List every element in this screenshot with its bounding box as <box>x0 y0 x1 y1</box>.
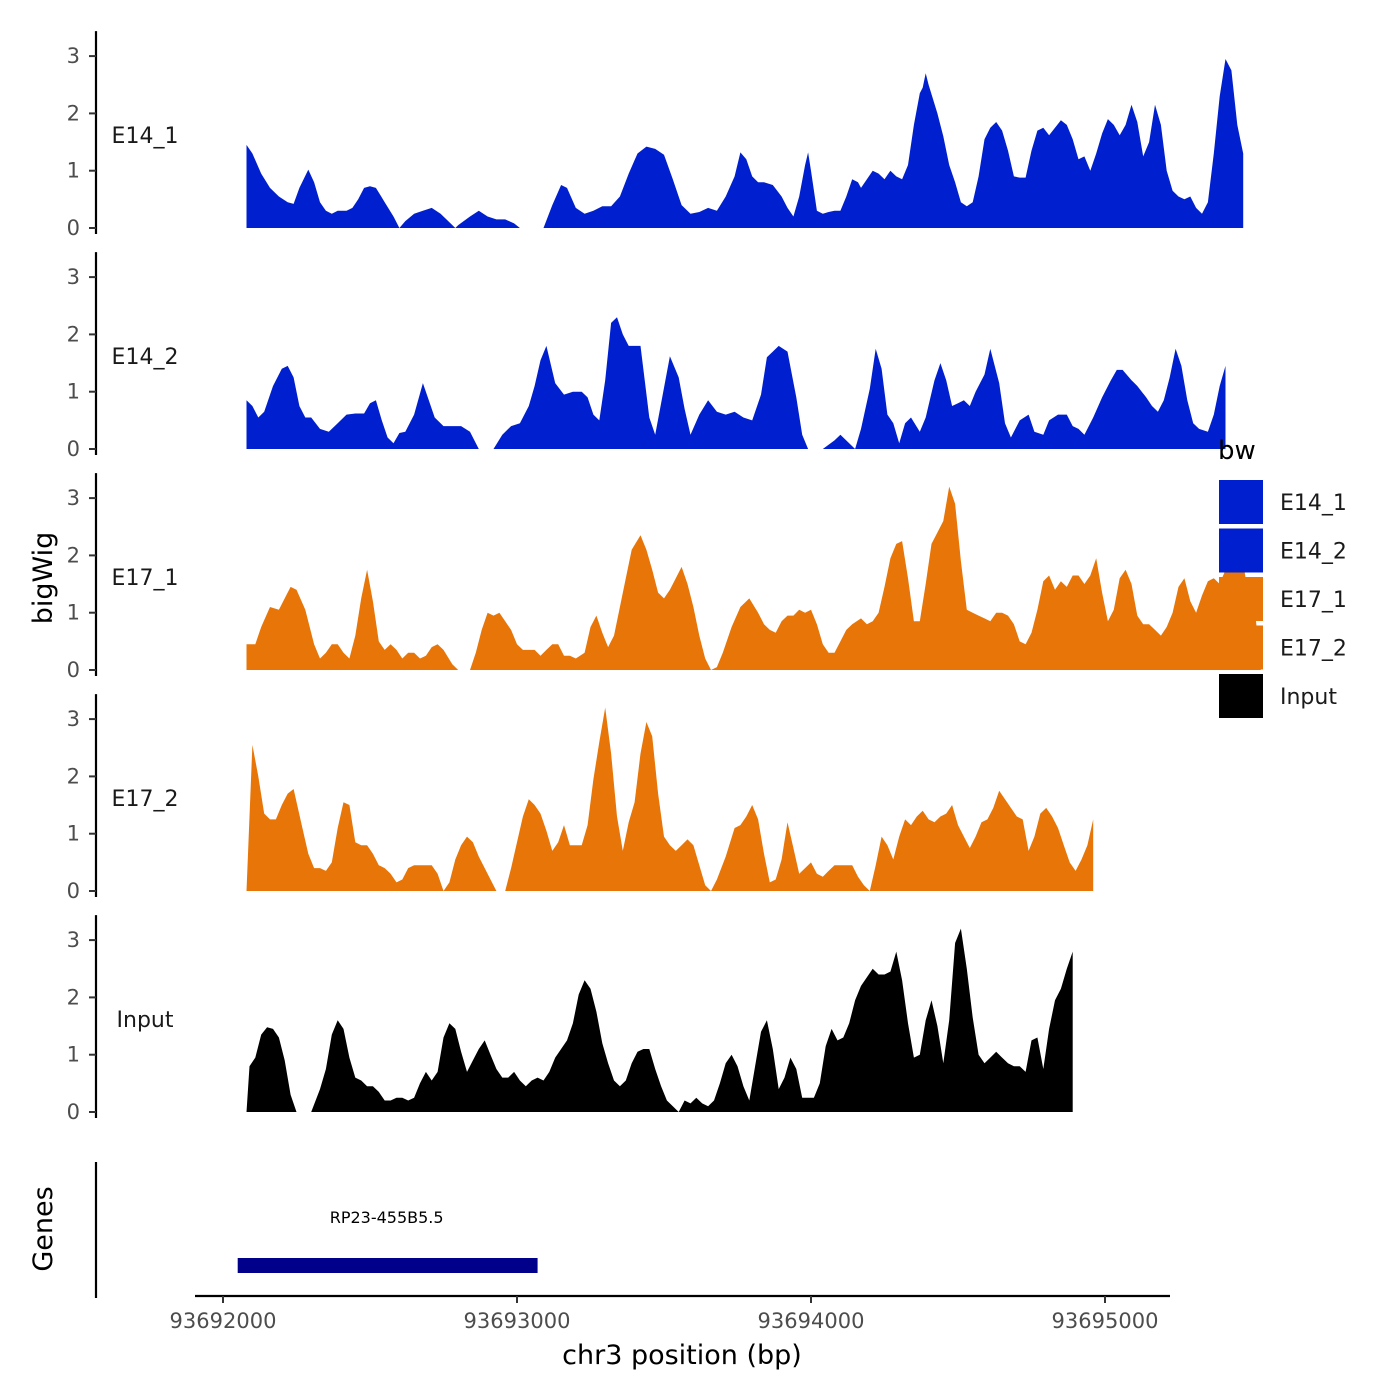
y-axis-title: bigWig <box>28 532 59 625</box>
area-E14_1-2 <box>543 59 1244 228</box>
area-E14_1-1 <box>246 144 520 228</box>
area-Input-1 <box>246 1027 297 1112</box>
area-E17_1-1 <box>246 569 459 670</box>
legend-label-Input: Input <box>1280 685 1337 710</box>
gene-label-RP23-455B5.5: RP23-455B5.5 <box>330 1208 444 1227</box>
track-label-Input: Input <box>117 1008 174 1033</box>
area-E17_1-2 <box>470 486 1261 670</box>
area-Input-2 <box>311 928 1073 1112</box>
y-tick-label-E17_2-0: 0 <box>67 879 80 903</box>
x-axis: 93692000 93693000 93694000 93695000 <box>170 1294 1170 1333</box>
area-E14_2-1 <box>246 317 809 449</box>
legend-title: bw <box>1218 436 1256 466</box>
y-tick-label-E17_1-0: 0 <box>67 658 80 682</box>
x-tick-label-1: 93693000 <box>464 1309 571 1333</box>
y-tick-label-Input-1: 1 <box>67 1043 80 1067</box>
legend-key-E14_2 <box>1219 528 1263 573</box>
track-label-E17_1: E17_1 <box>112 566 179 591</box>
legend-key-E17_1 <box>1219 577 1263 621</box>
genes-axis-title: Genes <box>28 1186 59 1271</box>
genes-panel: RP23-455B5.5 <box>94 1162 538 1298</box>
track-label-E17_2: E17_2 <box>112 787 179 812</box>
track-E14_2: 0 1 2 3 E14_2 <box>67 252 1226 461</box>
y-tick-label-E14_1-2: 2 <box>67 101 80 125</box>
gene-bar-RP23-455B5.5 <box>237 1258 538 1273</box>
y-tick-label-E14_2-1: 1 <box>67 380 80 404</box>
legend-key-Input <box>1219 674 1263 718</box>
y-tick-label-E14_1-3: 3 <box>67 44 80 68</box>
track-label-E14_2: E14_2 <box>112 345 179 370</box>
legend-key-E14_1 <box>1219 480 1263 524</box>
y-tick-label-Input-2: 2 <box>67 985 80 1009</box>
y-tick-label-E14_2-3: 3 <box>67 265 80 289</box>
track-E17_1: 0 1 2 3 E17_1 <box>67 473 1261 682</box>
y-tick-label-E17_2-2: 2 <box>67 764 80 788</box>
y-tick-label-E14_1-0: 0 <box>67 216 80 240</box>
y-tick-label-E14_2-0: 0 <box>67 437 80 461</box>
area-E14_2-2 <box>822 348 1226 449</box>
legend-label-E14_1: E14_1 <box>1280 491 1347 516</box>
legend-label-E17_1: E17_1 <box>1280 588 1347 613</box>
track-E17_2: 0 1 2 3 E17_2 <box>67 694 1094 903</box>
track-panels: 0 1 2 3 E14_1 0 1 2 3 E14_2 0 1 2 3 E17_1 0 1 2 3 E17_2 0 1 2 3… <box>67 31 1261 1124</box>
y-tick-label-E14_1-1: 1 <box>67 159 80 183</box>
legend-key-E17_2 <box>1219 625 1263 670</box>
y-tick-label-E17_1-3: 3 <box>67 486 80 510</box>
y-tick-label-Input-3: 3 <box>67 928 80 952</box>
y-tick-label-E17_1-2: 2 <box>67 543 80 567</box>
track-Input: 0 1 2 3 Input <box>67 915 1073 1124</box>
x-axis-title: chr3 position (bp) <box>562 1340 802 1371</box>
y-tick-label-E17_2-1: 1 <box>67 822 80 846</box>
track-E14_1: 0 1 2 3 E14_1 <box>67 31 1244 240</box>
y-tick-label-E17_2-3: 3 <box>67 707 80 731</box>
track-label-E14_1: E14_1 <box>112 124 179 149</box>
x-tick-label-2: 93694000 <box>758 1309 865 1333</box>
area-E17_2-1 <box>246 707 1094 891</box>
legend-label-E14_2: E14_2 <box>1280 540 1347 565</box>
y-tick-label-E17_1-1: 1 <box>67 601 80 625</box>
x-tick-label-0: 93692000 <box>170 1309 277 1333</box>
legend-label-E17_2: E17_2 <box>1280 637 1347 662</box>
y-tick-label-Input-0: 0 <box>67 1100 80 1124</box>
x-tick-label-3: 93695000 <box>1052 1309 1159 1333</box>
y-tick-label-E14_2-2: 2 <box>67 322 80 346</box>
legend: bw E14_1 E14_2 E17_1 E17_2 Input <box>1218 436 1347 718</box>
